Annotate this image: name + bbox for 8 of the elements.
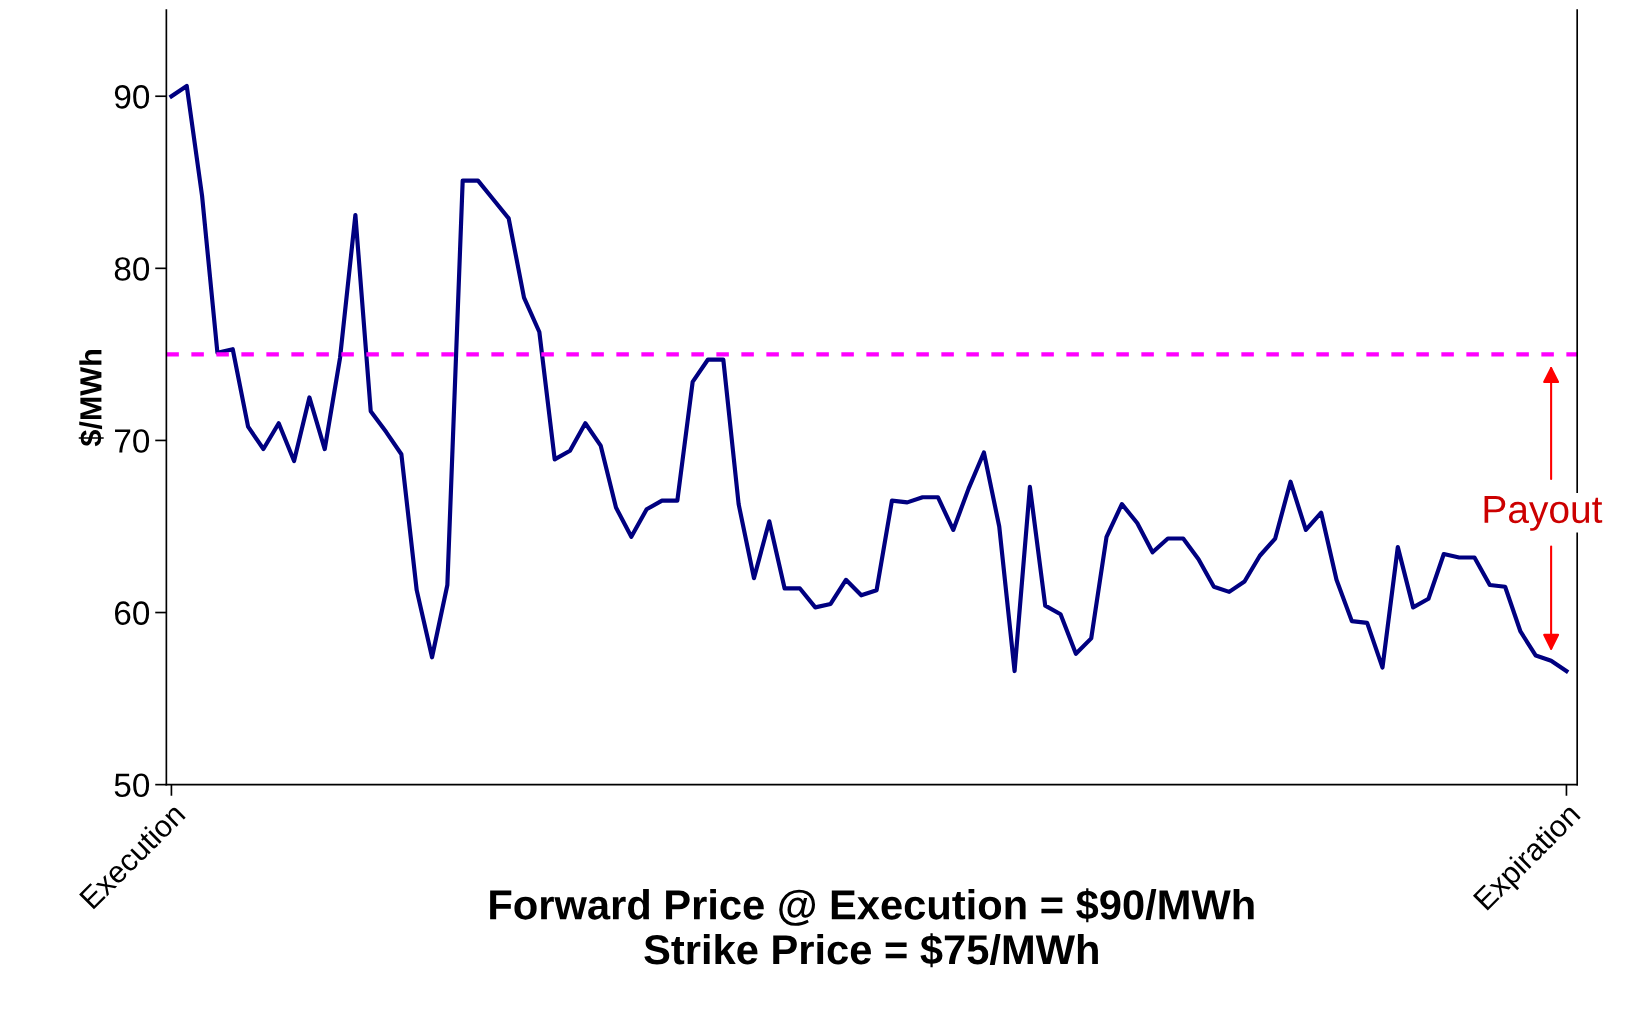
- y-tick-label: 90: [114, 85, 150, 109]
- y-tick-label: 60: [115, 601, 150, 625]
- y-axis-title: $/MWh: [78, 350, 104, 447]
- x-axis-title: Forward Price @ Execution = $90/MWh Strike Price = $75/MWh: [490, 888, 1254, 968]
- y-tick-label: 50: [114, 773, 150, 798]
- y-tick-label: 70: [115, 429, 150, 453]
- y-tick-label: 80: [114, 257, 150, 281]
- annotation: Payout: [1484, 496, 1603, 531]
